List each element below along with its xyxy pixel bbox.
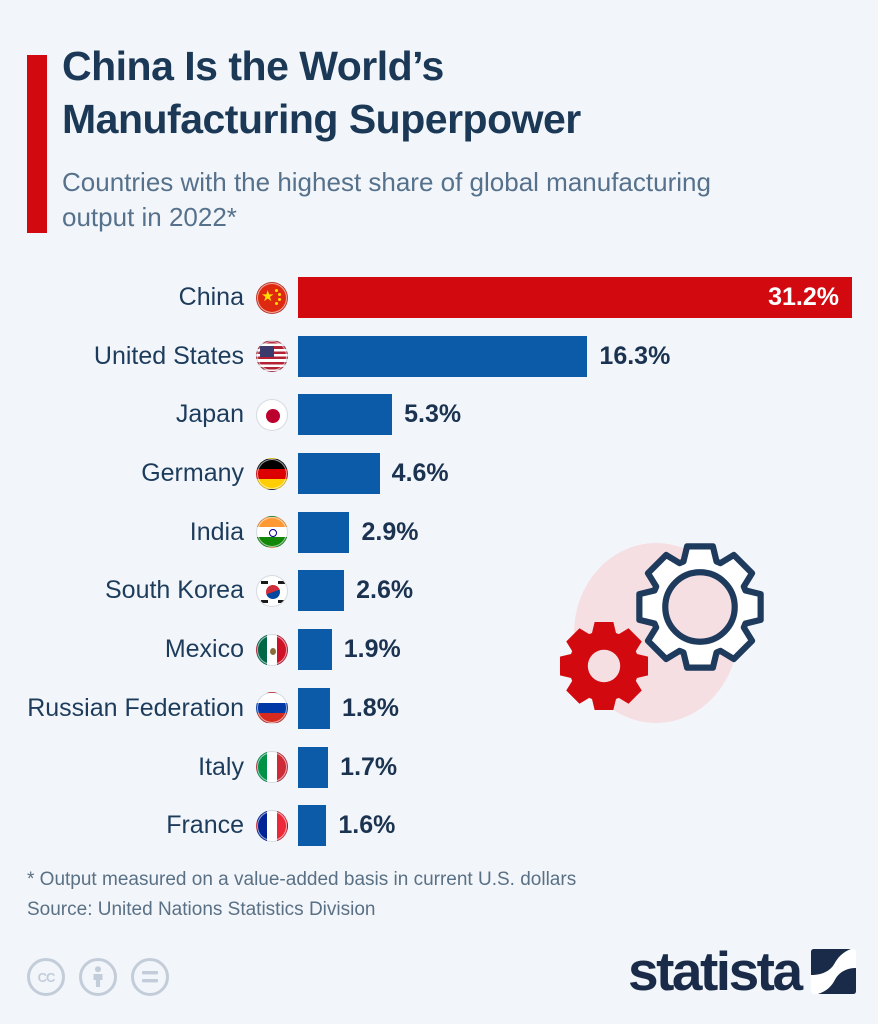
value-label: 2.6% <box>356 576 414 605</box>
source-line: Source: United Nations Statistics Divisi… <box>27 899 376 920</box>
value-label: 1.7% <box>340 752 398 781</box>
in-flag-icon <box>256 516 288 549</box>
country-label: France <box>166 811 244 840</box>
us-flag-icon <box>256 340 288 373</box>
bar-area: 1.8% <box>298 687 878 729</box>
cc-icon[interactable]: CC <box>27 958 65 996</box>
de-flag-icon <box>256 457 288 490</box>
bar-row: Italy 1.7% <box>0 746 878 788</box>
bar-row: Mexico 1.9% <box>0 629 878 671</box>
country-label: Germany <box>141 459 244 488</box>
jp-flag-icon <box>256 398 288 431</box>
bar-area: 1.9% <box>298 629 878 671</box>
kr-flag-icon <box>256 574 288 607</box>
mx-flag-icon <box>256 633 288 666</box>
country-label: South Korea <box>105 576 244 605</box>
footnote: * Output measured on a value-added basis… <box>27 869 577 890</box>
no-derivatives-icon[interactable] <box>131 958 169 996</box>
subtitle-line-1: Countries with the highest share of glob… <box>62 167 711 197</box>
bar <box>298 687 330 729</box>
ru-flag-icon <box>256 692 288 725</box>
license-badges: CC <box>27 958 169 996</box>
bar <box>298 453 380 495</box>
value-label: 1.9% <box>343 635 401 664</box>
bar-row: France 1.6% <box>0 805 878 847</box>
bar-row: South Korea 2.6% <box>0 570 878 612</box>
country-label: United States <box>93 341 244 370</box>
red-gear-icon <box>559 621 649 711</box>
bar-area: 1.7% <box>298 746 878 788</box>
it-flag-icon <box>256 751 288 783</box>
statista-logo-mark <box>810 949 856 994</box>
subtitle-line-2: output in 2022* <box>62 202 237 232</box>
gears-illustration <box>559 543 808 723</box>
page-title: China Is the World’s Manufacturing Super… <box>62 40 842 146</box>
bar <box>298 570 345 612</box>
value-label: 31.2% <box>768 283 839 311</box>
bar <box>298 394 393 436</box>
bar-row: Russian Federation 1.8% <box>0 687 878 729</box>
attribution-icon[interactable] <box>79 958 117 996</box>
title-line-2: Manufacturing Superpower <box>62 96 581 142</box>
value-label: 16.3% <box>599 341 671 370</box>
country-label: Mexico <box>164 635 244 664</box>
bar-row: India 2.9% <box>0 511 878 553</box>
value-label: 4.6% <box>391 459 449 488</box>
country-label: Japan <box>175 400 244 429</box>
country-label: China <box>178 283 244 311</box>
bar-area: 5.3% <box>298 394 878 436</box>
title-line-1: China Is the World’s <box>62 43 444 89</box>
value-label: 5.3% <box>404 400 462 429</box>
page-subtitle: Countries with the highest share of glob… <box>62 165 852 235</box>
bar-row: China 31.2% <box>0 277 878 318</box>
bar <box>298 335 588 377</box>
bar: 31.2% <box>298 277 852 318</box>
bar <box>298 746 329 788</box>
cn-flag-icon <box>256 281 288 314</box>
bar-area: 2.6% <box>298 570 878 612</box>
country-label: Italy <box>198 752 244 781</box>
outline-gear-icon <box>639 546 760 667</box>
bar-area: 31.2% <box>298 277 878 318</box>
statista-logo[interactable]: statista <box>628 944 856 999</box>
bar <box>298 511 350 553</box>
bar-area: 2.9% <box>298 511 878 553</box>
country-label: India <box>189 517 244 546</box>
bar <box>298 629 332 671</box>
bar-chart: China 31.2% United States 16.3% Japan 5.3% Ger… <box>0 277 878 847</box>
value-label: 1.6% <box>338 811 396 840</box>
bar-row: United States 16.3% <box>0 335 878 377</box>
value-label: 1.8% <box>341 693 399 722</box>
statista-wordmark: statista <box>628 940 803 1002</box>
cc-label: CC <box>37 969 56 985</box>
bar-row: Germany 4.6% <box>0 453 878 495</box>
value-label: 2.9% <box>361 517 419 546</box>
country-label: Russian Federation <box>27 693 244 722</box>
fr-flag-icon <box>256 809 288 842</box>
bar <box>298 805 327 847</box>
bar-area: 4.6% <box>298 453 878 495</box>
bar-row: Japan 5.3% <box>0 394 878 436</box>
bar-area: 16.3% <box>298 335 878 377</box>
bar-area: 1.6% <box>298 805 878 847</box>
title-accent-bar <box>27 55 47 233</box>
